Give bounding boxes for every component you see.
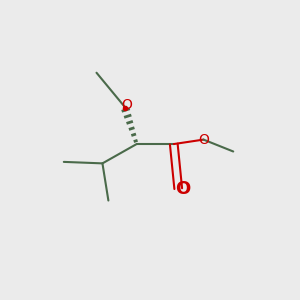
Text: O: O <box>198 133 209 147</box>
Text: O: O <box>176 180 190 198</box>
Text: O: O <box>122 98 133 112</box>
